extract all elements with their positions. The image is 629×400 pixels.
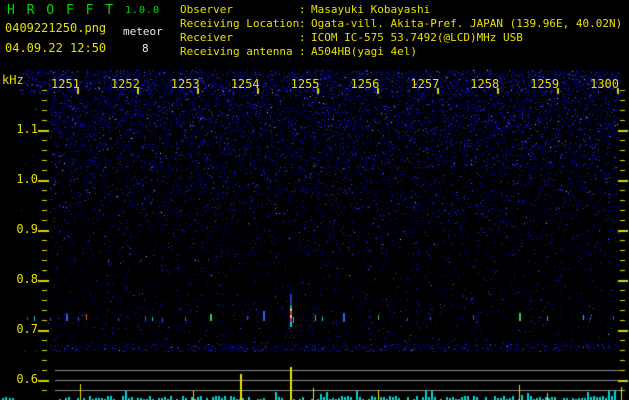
x-tick-label: 1257 <box>410 77 440 91</box>
info-row: Receiving antenna: A504HB(yagi 4el) <box>180 45 622 59</box>
y-axis-unit-label: kHz <box>2 73 24 87</box>
x-tick-label: 1255 <box>290 77 320 91</box>
x-tick-label: 1253 <box>170 77 200 91</box>
y-tick-label: 0.8 <box>16 272 38 286</box>
output-filename: 0409221250.png <box>5 21 107 35</box>
station-info-block: Observer: Masayuki Kobayashi Receiving Loc… <box>180 3 622 59</box>
info-label: Receiving Location <box>180 17 300 30</box>
info-row: Observer: Masayuki Kobayashi <box>180 3 622 17</box>
y-tick-label: 1.1 <box>16 122 38 136</box>
info-colon: : <box>299 45 306 58</box>
app-version: 1.0.0 <box>125 5 161 16</box>
app-title: H R O F F T <box>7 3 116 18</box>
info-value: A504HB(yagi 4el) <box>311 45 417 58</box>
info-value: Ogata-vill. Akita-Pref. JAPAN (139.96E, … <box>311 17 623 30</box>
x-tick-label: 1256 <box>350 77 380 91</box>
info-colon: : <box>299 31 306 44</box>
x-tick-label: 1300 <box>590 77 619 91</box>
x-tick-label: 1251 <box>51 77 80 91</box>
info-row: Receiving Location: Ogata-vill. Akita-Pre… <box>180 17 622 31</box>
info-label: Observer <box>180 3 233 16</box>
y-tick-label: 0.6 <box>16 372 38 386</box>
y-tick-label: 1.0 <box>16 172 38 186</box>
observation-mode: meteor <box>123 25 163 38</box>
x-tick-label: 1254 <box>230 77 260 91</box>
info-colon: : <box>299 17 306 30</box>
meteor-event-count: 8 <box>142 42 149 55</box>
info-label: Receiving antenna <box>180 45 293 58</box>
x-tick-label: 1258 <box>470 77 500 91</box>
info-label: Receiver <box>180 31 233 44</box>
observation-datetime: 04.09.22 12:50 <box>5 41 107 55</box>
x-tick-label: 1259 <box>530 77 560 91</box>
y-tick-label: 0.7 <box>16 322 38 336</box>
info-colon: : <box>299 3 306 16</box>
x-tick-label: 1252 <box>110 77 140 91</box>
info-row: Receiver: ICOM IC-575 53.7492(@LCD)MHz US… <box>180 31 622 45</box>
info-value: Masayuki Kobayashi <box>311 3 431 16</box>
y-tick-label: 0.9 <box>16 222 38 236</box>
info-value: ICOM IC-575 53.7492(@LCD)MHz USB <box>311 31 523 44</box>
